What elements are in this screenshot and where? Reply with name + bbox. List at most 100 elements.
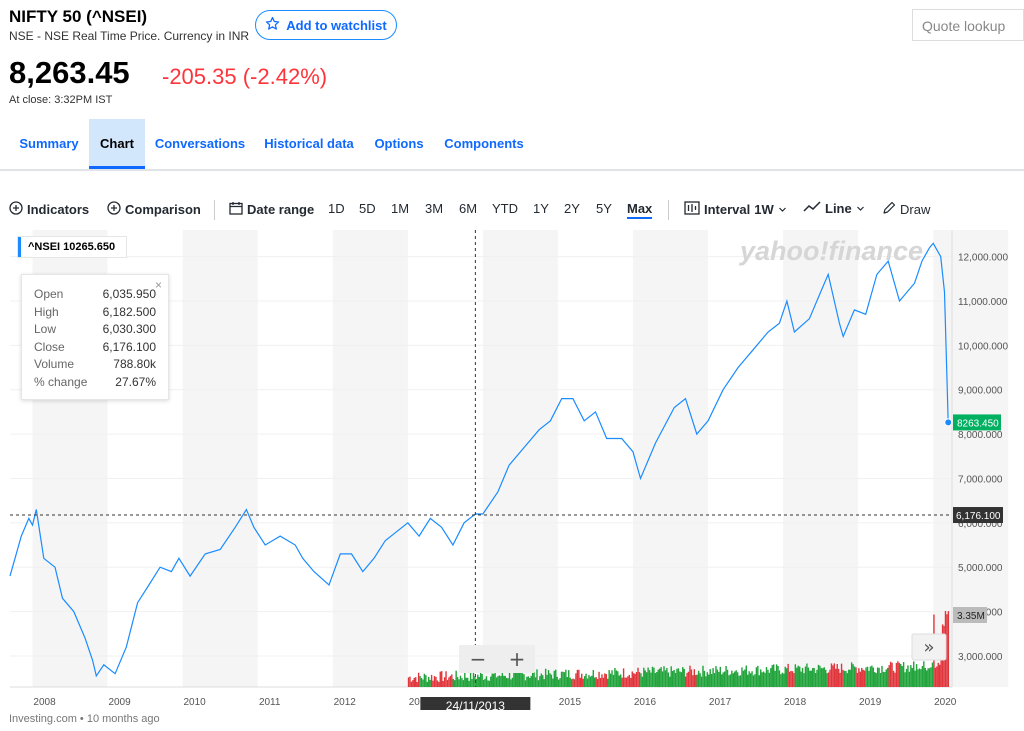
volume-bar xyxy=(438,681,440,687)
volume-bar xyxy=(478,676,480,687)
comparison-button[interactable]: Comparison xyxy=(107,201,201,218)
range-2y[interactable]: 2Y xyxy=(564,201,580,216)
volume-bar xyxy=(419,676,421,687)
volume-bar xyxy=(542,675,544,687)
tab-historical-data[interactable]: Historical data xyxy=(264,136,354,151)
volume-bar xyxy=(491,673,493,687)
ohlc-key: High xyxy=(34,304,59,319)
tab-conversations[interactable]: Conversations xyxy=(154,136,246,151)
volume-bar xyxy=(840,663,843,687)
volume-bar xyxy=(511,677,514,687)
page-subtitle: NSE - NSE Real Time Price. Currency in I… xyxy=(9,29,250,43)
volume-bar xyxy=(814,672,817,687)
zoom-in-button[interactable]: + xyxy=(509,647,526,671)
volume-bar xyxy=(826,673,828,687)
range-5d[interactable]: 5D xyxy=(359,201,376,216)
volume-bar xyxy=(647,667,649,687)
volume-bar xyxy=(645,672,648,687)
volume-bar xyxy=(586,678,589,687)
range-1m[interactable]: 1M xyxy=(391,201,410,216)
volume-bar xyxy=(878,667,880,687)
crosshair-price-label: 6,176.100 xyxy=(956,511,1001,522)
volume-bar xyxy=(632,673,635,687)
volume-bar xyxy=(543,679,545,687)
volume-bar xyxy=(693,669,696,687)
zoom-background xyxy=(459,645,535,673)
quote-lookup-input[interactable]: Quote lookup xyxy=(912,9,1024,41)
year-band xyxy=(632,230,709,687)
volume-bar xyxy=(417,672,420,687)
volume-bar xyxy=(594,677,596,687)
volume-bar xyxy=(861,667,863,687)
tab-summary[interactable]: Summary xyxy=(19,136,79,151)
toolbar-divider xyxy=(668,200,669,220)
volume-bar xyxy=(913,661,915,687)
star-icon xyxy=(265,16,280,34)
volume-bar xyxy=(722,672,724,687)
volume-bar xyxy=(501,671,504,687)
close-icon[interactable]: × xyxy=(154,278,162,292)
volume-bar xyxy=(725,666,727,687)
volume-bar xyxy=(648,670,651,687)
volume-bar xyxy=(484,678,486,687)
volume-bar xyxy=(562,671,564,687)
volume-bar xyxy=(682,667,684,687)
volume-bar xyxy=(442,680,444,687)
volume-bar xyxy=(689,665,691,687)
scroll-to-latest-button[interactable]: » xyxy=(911,633,947,661)
volume-bar xyxy=(758,675,760,687)
range-ytd[interactable]: YTD xyxy=(492,201,518,216)
volume-bar xyxy=(604,673,606,687)
range-3m[interactable]: 3M xyxy=(425,201,444,216)
volume-bar xyxy=(687,671,690,687)
last-price-dot xyxy=(944,418,953,427)
date-range-button[interactable]: Date range xyxy=(229,201,314,218)
volume-bar xyxy=(716,669,719,687)
range-5y[interactable]: 5Y xyxy=(596,201,612,216)
volume-tag xyxy=(953,607,987,623)
volume-bar xyxy=(671,671,674,687)
range-6m[interactable]: 6M xyxy=(459,201,478,216)
tab-chart[interactable]: Chart xyxy=(89,119,145,169)
volume-bar xyxy=(940,642,942,687)
range-max[interactable]: Max xyxy=(627,201,653,219)
volume-bar xyxy=(895,663,898,687)
volume-bar xyxy=(581,673,583,687)
volume-bar xyxy=(452,678,454,687)
x-tick-label: 2018 xyxy=(784,697,807,708)
y-tick-label: 10,000.000 xyxy=(958,341,1008,352)
volume-bar xyxy=(700,676,703,687)
volume-bar xyxy=(735,670,737,687)
zoom-out-button[interactable]: − xyxy=(470,647,487,671)
volume-bar xyxy=(451,674,453,687)
year-band xyxy=(783,230,859,687)
draw-button[interactable]: Draw xyxy=(882,201,930,218)
range-1d[interactable]: 1D xyxy=(328,201,345,216)
tab-options[interactable]: Options xyxy=(374,136,424,151)
volume-bar xyxy=(839,672,841,687)
x-tick-label: 2015 xyxy=(559,697,582,708)
volume-bar xyxy=(677,668,680,687)
volume-bar xyxy=(497,676,499,687)
volume-bar xyxy=(937,662,939,687)
volume-bar xyxy=(719,666,722,687)
tab-components[interactable]: Components xyxy=(444,136,524,151)
volume-bar xyxy=(435,676,437,687)
add-to-watchlist-button[interactable]: Add to watchlist xyxy=(255,10,397,40)
volume-bar xyxy=(420,678,423,687)
volume-bar xyxy=(760,669,762,687)
interval-dropdown[interactable]: Interval 1W xyxy=(684,201,787,218)
volume-bar xyxy=(611,670,613,687)
volume-bar xyxy=(666,668,668,687)
y-tick-label: 11,000.000 xyxy=(958,297,1008,308)
interval-label: Interval xyxy=(704,202,751,217)
x-tick-label: 2010 xyxy=(184,697,207,708)
volume-bar xyxy=(726,669,729,687)
range-1y[interactable]: 1Y xyxy=(533,201,549,216)
series-legend-tag[interactable]: ^NSEI 10265.650 xyxy=(17,236,127,258)
chart-type-dropdown[interactable]: Line xyxy=(803,201,865,216)
volume-bar xyxy=(904,672,906,687)
indicators-button[interactable]: Indicators xyxy=(9,201,89,218)
volume-bar xyxy=(612,674,615,687)
volume-bar xyxy=(918,668,921,687)
